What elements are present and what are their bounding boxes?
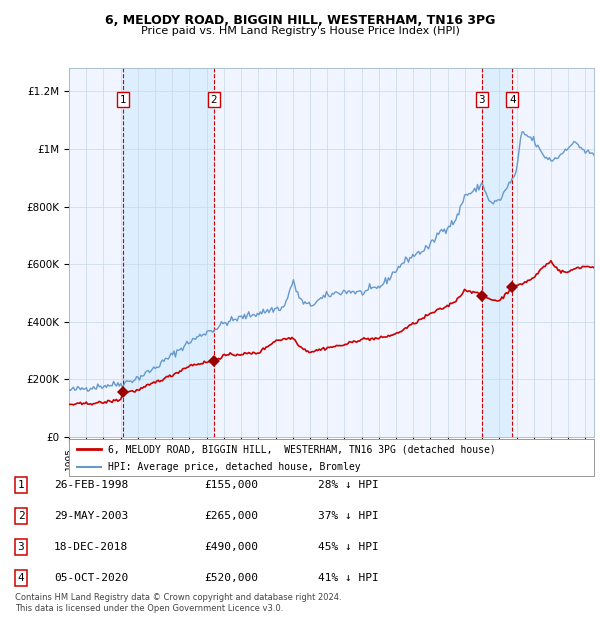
Text: 29-MAY-2003: 29-MAY-2003: [54, 511, 128, 521]
Text: 05-OCT-2020: 05-OCT-2020: [54, 573, 128, 583]
Text: 1: 1: [17, 480, 25, 490]
Text: Price paid vs. HM Land Registry's House Price Index (HPI): Price paid vs. HM Land Registry's House …: [140, 26, 460, 36]
Text: 3: 3: [478, 95, 485, 105]
Text: £520,000: £520,000: [204, 573, 258, 583]
Text: 1: 1: [120, 95, 127, 105]
Text: 45% ↓ HPI: 45% ↓ HPI: [318, 542, 379, 552]
Text: 6, MELODY ROAD, BIGGIN HILL,  WESTERHAM, TN16 3PG (detached house): 6, MELODY ROAD, BIGGIN HILL, WESTERHAM, …: [109, 444, 496, 454]
Text: £155,000: £155,000: [204, 480, 258, 490]
Text: £490,000: £490,000: [204, 542, 258, 552]
Text: 4: 4: [509, 95, 516, 105]
Text: Contains HM Land Registry data © Crown copyright and database right 2024.
This d: Contains HM Land Registry data © Crown c…: [15, 593, 341, 613]
Text: 2: 2: [17, 511, 25, 521]
Text: 37% ↓ HPI: 37% ↓ HPI: [318, 511, 379, 521]
Text: 18-DEC-2018: 18-DEC-2018: [54, 542, 128, 552]
Text: 4: 4: [17, 573, 25, 583]
Text: HPI: Average price, detached house, Bromley: HPI: Average price, detached house, Brom…: [109, 462, 361, 472]
Bar: [482, 68, 512, 437]
Text: £265,000: £265,000: [204, 511, 258, 521]
Text: 41% ↓ HPI: 41% ↓ HPI: [318, 573, 379, 583]
Bar: [123, 68, 214, 437]
Text: 28% ↓ HPI: 28% ↓ HPI: [318, 480, 379, 490]
Text: 2: 2: [211, 95, 217, 105]
Text: 6, MELODY ROAD, BIGGIN HILL, WESTERHAM, TN16 3PG: 6, MELODY ROAD, BIGGIN HILL, WESTERHAM, …: [105, 14, 495, 27]
Text: 26-FEB-1998: 26-FEB-1998: [54, 480, 128, 490]
Text: 3: 3: [17, 542, 25, 552]
